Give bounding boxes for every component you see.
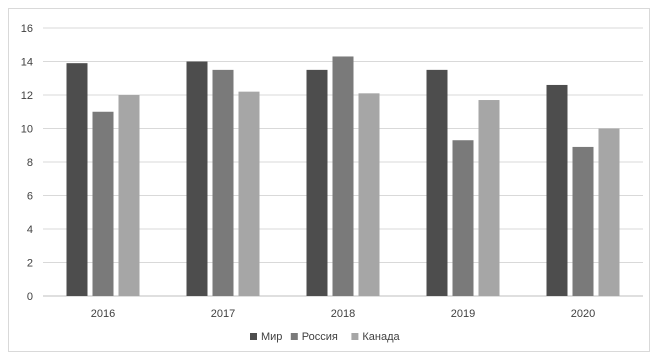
- y-tick-label: 16: [21, 23, 33, 35]
- bar: [92, 111, 114, 296]
- y-tick-label: 4: [27, 224, 33, 236]
- x-tick-label: 2016: [91, 308, 115, 320]
- bar: [186, 61, 208, 296]
- bar: [212, 69, 234, 296]
- y-tick-label: 6: [27, 191, 33, 203]
- bar: [546, 84, 568, 296]
- y-tick-label: 0: [27, 291, 33, 303]
- legend-swatch: [351, 333, 359, 340]
- legend-item: Россия: [290, 331, 338, 343]
- bar: [238, 91, 260, 297]
- legend-item: Канада: [351, 331, 401, 343]
- bar: [426, 69, 448, 296]
- legend-swatch: [250, 333, 257, 340]
- bar: [572, 146, 594, 296]
- x-axis-ticks: 2016 2017 2018 2019 2020: [91, 308, 595, 320]
- bar: [358, 93, 380, 296]
- x-tick-label: 2017: [211, 308, 235, 320]
- legend-label: Мир: [261, 331, 282, 343]
- x-tick-label: 2018: [331, 308, 355, 320]
- chart-frame: [8, 8, 650, 352]
- y-tick-label: 10: [21, 124, 33, 136]
- x-tick-label: 2019: [451, 308, 475, 320]
- y-tick-label: 14: [21, 57, 33, 69]
- bars: [66, 56, 620, 297]
- legend-label: Россия: [302, 331, 338, 343]
- bar: [66, 63, 88, 296]
- legend-swatch: [290, 333, 298, 340]
- bar: [452, 140, 474, 296]
- y-tick-label: 12: [21, 90, 33, 102]
- bar: [306, 69, 328, 296]
- bar: [332, 56, 354, 296]
- x-tick-label: 2020: [571, 308, 595, 320]
- legend: Мир Россия Канада: [250, 331, 401, 343]
- y-tick-label: 8: [27, 157, 33, 169]
- legend-item: Мир: [250, 331, 282, 343]
- bar: [118, 95, 140, 296]
- y-axis-ticks: 0 2 4 6 8 10 12 14 16: [21, 23, 33, 303]
- legend-label: Канада: [362, 331, 400, 343]
- bar: [478, 100, 500, 297]
- y-tick-label: 2: [27, 258, 33, 270]
- bar: [598, 128, 620, 296]
